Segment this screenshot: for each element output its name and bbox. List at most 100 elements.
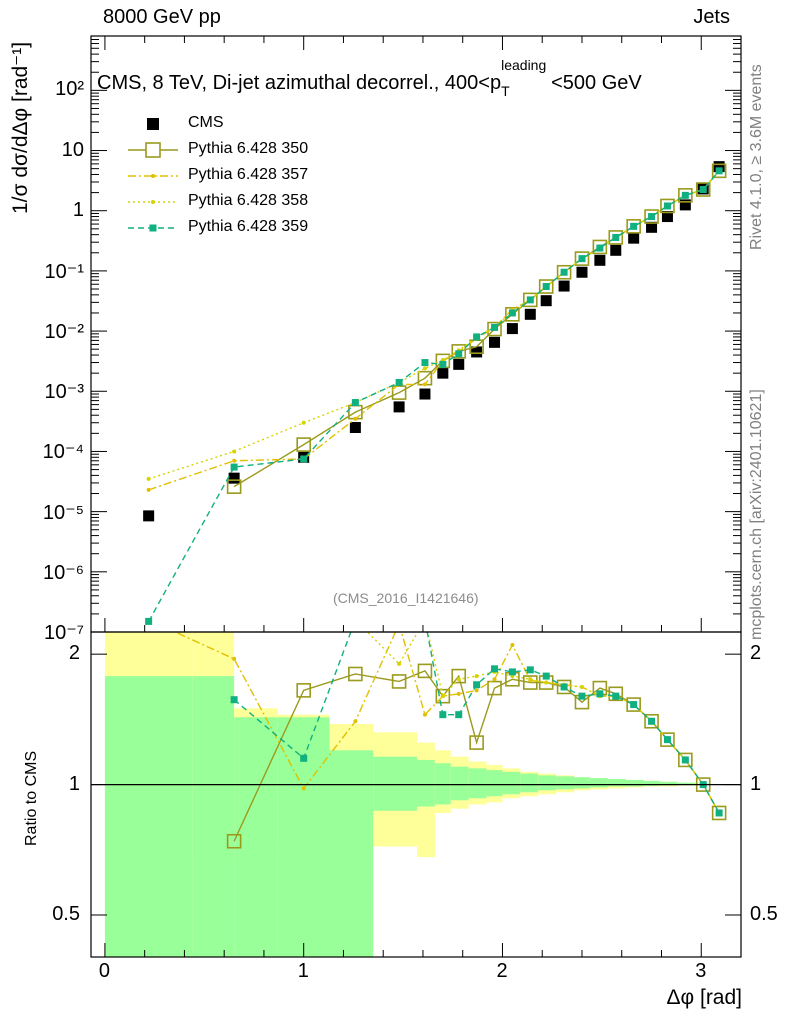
ratio-pythia-6-428-350-point <box>469 735 484 750</box>
ratio-pythia-6-428-357-point <box>301 786 306 791</box>
main-cms-point <box>228 472 240 484</box>
ratio-y-tick-label-right: 0.5 <box>750 903 778 925</box>
main-pythia-6-428-359-point <box>663 202 671 210</box>
main-pythia-6-428-350-point <box>608 230 624 245</box>
ratio-y-tick-label: 0.5 <box>52 903 80 925</box>
ratio-pythia-6-428-350-point <box>296 683 311 698</box>
ratio-pythia-6-428-350-point <box>391 674 407 689</box>
ratio-pythia-6-428-357-point <box>474 688 479 693</box>
legend-cms-label: CMS <box>188 114 224 131</box>
ratio-pythia-6-428-359-point <box>681 756 689 764</box>
main-pythia-6-428-359-point <box>439 360 447 368</box>
ratio-pythia-6-428-350-point <box>451 668 467 684</box>
main-pythia-6-428-358-point <box>146 476 151 481</box>
main-cms-point <box>594 254 606 266</box>
ratio-pythia-6-428-359-point <box>473 681 481 689</box>
legend-pythia-6-428-357-label: Pythia 6.428 357 <box>188 166 309 183</box>
y-tick-label: 10⁻⁵ <box>42 501 84 524</box>
ratio-pythia-6-428-357-point <box>510 642 515 647</box>
y-tick-label: 10² <box>55 78 84 101</box>
main-pythia-6-428-358-point <box>422 366 427 371</box>
main-pythia-6-428-359-point <box>145 617 153 625</box>
axis-ticks <box>91 35 741 957</box>
main-cms-point <box>143 510 155 522</box>
ratio-pythia-6-428-358-point <box>397 661 402 666</box>
main-pythia-6-428-350-point <box>226 479 242 494</box>
source-url-label: mcplots.cern.ch [arXiv:2401.10621] <box>748 389 765 640</box>
legend-pythia-6-428-358-marker <box>151 200 155 204</box>
ratio-pythia-6-428-359-point <box>578 692 586 700</box>
ratio-pythia-6-428-359-point <box>508 668 516 676</box>
main-cms-point <box>471 346 483 358</box>
ratio-pythia-6-428-359-point <box>526 666 534 674</box>
uncertainty-band-green <box>589 778 608 788</box>
ratio-pythia-6-428-350-point <box>435 688 451 704</box>
legend-pythia-6-428-359-label: Pythia 6.428 359 <box>188 218 309 235</box>
x-axis-label: Δφ [rad] <box>666 986 743 1009</box>
plot-title-sub: T <box>501 83 510 99</box>
ratio-frame <box>90 631 742 958</box>
main-pythia-6-428-350-point <box>451 344 467 359</box>
main-cms-point <box>393 401 405 413</box>
legend-markers <box>128 118 178 232</box>
legend-pythia-6-428-350-label: Pythia 6.428 350 <box>188 140 309 157</box>
main-pythia-6-428-357-point <box>232 458 237 463</box>
main-pythia-6-428-358-point <box>232 449 237 454</box>
x-tick-label: 1 <box>297 960 309 982</box>
main-pythia-6-428-350-point <box>592 239 608 255</box>
main-pythia-6-428-359-point <box>300 455 308 463</box>
main-pythia-6-428-350-point <box>678 188 693 203</box>
uncertainty-band-green <box>329 750 374 957</box>
main-pythia-6-428-350-point <box>644 209 659 224</box>
energy-label: 8000 GeV pp <box>103 6 221 28</box>
ratio-pythia-6-428-358-point <box>579 684 584 689</box>
main-pythia-6-428-350-point <box>626 219 641 234</box>
ratio-y-axis-label: Ratio to CMS <box>23 750 40 846</box>
main-pythia-6-428-350-point <box>538 279 554 294</box>
main-pythia-6-428-359-point <box>596 244 604 252</box>
main-pythia-6-428-359-point <box>542 283 550 291</box>
uncertainty-band-green <box>486 770 503 797</box>
main-pythia-6-428-359-point <box>491 323 499 331</box>
uncertainty-band-green <box>416 759 435 807</box>
uncertainty-band-green <box>434 763 451 805</box>
main-cms-point <box>419 388 431 400</box>
main-pythia-6-428-357-point <box>353 416 358 421</box>
ratio-pythia-6-428-359-point <box>663 736 671 744</box>
y-tick-label: 1 <box>72 198 84 221</box>
ratio-pythia-6-428-357-point <box>456 691 461 696</box>
uncertainty-band-green <box>659 781 678 786</box>
main-series-group <box>143 161 727 625</box>
ratio-pythia-6-428-358-point <box>456 677 461 682</box>
ratio-pythia-6-428-350-point <box>522 675 538 690</box>
main-pythia-6-428-350-point <box>522 292 538 308</box>
plot-title-prefix: CMS, 8 TeV, Di-jet azimuthal decorrel., … <box>97 72 502 94</box>
main-pythia-6-428-359-point <box>681 191 689 199</box>
analysis-id-label: (CMS_2016_I1421646) <box>333 590 479 606</box>
ratio-pythia-6-428-357-point <box>353 719 358 724</box>
uncertainty-band-green <box>643 780 660 786</box>
y-tick-label: 10⁻⁶ <box>42 561 84 584</box>
main-cms-point <box>453 358 465 370</box>
ratio-y-tick-label: 2 <box>68 642 80 665</box>
uncertainty-band-green <box>520 773 539 793</box>
y-tick-label: 10⁻³ <box>44 381 84 404</box>
ratio-pythia-6-428-359-point <box>596 690 604 698</box>
uncertainty-band-green <box>277 717 330 957</box>
main-pythia-6-428-350-point <box>487 321 502 337</box>
y-tick-label: 10⁻⁷ <box>43 622 84 644</box>
main-cms-point <box>713 161 725 173</box>
main-cms-point <box>679 199 691 211</box>
ratio-pythia-6-428-358-point <box>423 618 427 622</box>
main-pythia-6-428-359-point <box>715 167 723 175</box>
ratio-pythia-6-428-357-point <box>397 622 401 626</box>
ratio-pythia-6-428-357-point <box>232 656 237 661</box>
ratio-pythia-6-428-350-point <box>608 686 624 702</box>
ratio-pythia-6-428-359-point <box>630 701 638 709</box>
main-pythia-6-428-359-point <box>699 186 707 194</box>
plot-title-suffix: <500 GeV <box>551 72 642 94</box>
main-pythia-6-428-350-point <box>296 437 311 452</box>
ratio-pythia-6-428-359-point <box>455 711 463 719</box>
main-pythia-6-428-359-point <box>648 213 656 221</box>
